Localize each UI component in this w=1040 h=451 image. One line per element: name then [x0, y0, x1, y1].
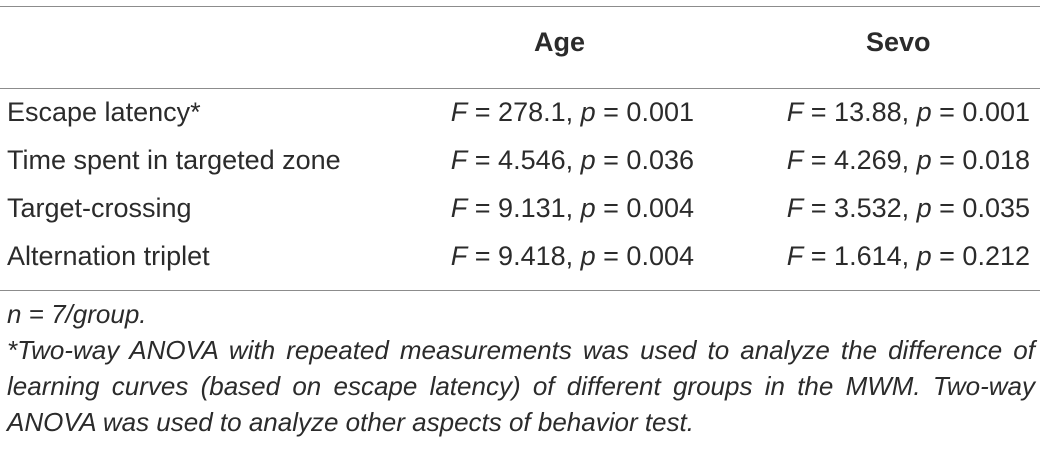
- p-value: = 0.004: [595, 193, 694, 223]
- p-symbol: p: [580, 241, 596, 271]
- f-symbol: F: [450, 145, 468, 175]
- row-label: Escape latency*: [7, 97, 201, 127]
- p-symbol: p: [580, 145, 596, 175]
- p-value: = 0.018: [931, 145, 1030, 175]
- f-value: = 4.269,: [803, 145, 917, 175]
- f-value: = 9.418,: [467, 241, 581, 271]
- p-value: = 0.036: [595, 145, 694, 175]
- sevo-cell: F = 3.532, p = 0.035: [787, 188, 1030, 228]
- p-symbol: p: [580, 97, 596, 127]
- f-symbol: F: [786, 193, 804, 223]
- f-value: = 9.131,: [467, 193, 581, 223]
- sevo-cell: F = 13.88, p = 0.001: [787, 92, 1030, 132]
- table-top-rule: [0, 6, 1040, 7]
- table-row: Time spent in targeted zone F = 4.546, p…: [0, 140, 1040, 188]
- p-value: = 0.035: [931, 193, 1030, 223]
- f-value: = 278.1,: [467, 97, 581, 127]
- p-value: = 0.212: [931, 241, 1030, 271]
- f-value: = 4.546,: [467, 145, 581, 175]
- age-cell: F = 9.418, p = 0.004: [451, 236, 694, 276]
- footnote-statistics: *Two-way ANOVA with repeated measurement…: [7, 335, 1035, 437]
- table-footnotes: n = 7/group. *Two-way ANOVA with repeate…: [7, 296, 1035, 440]
- p-value: = 0.001: [595, 97, 694, 127]
- age-cell: F = 9.131, p = 0.004: [451, 188, 694, 228]
- f-symbol: F: [450, 97, 468, 127]
- sevo-cell: F = 4.269, p = 0.018: [787, 140, 1030, 180]
- f-value: = 13.88,: [803, 97, 917, 127]
- sevo-cell: F = 1.614, p = 0.212: [787, 236, 1030, 276]
- p-value: = 0.001: [931, 97, 1030, 127]
- column-header-age: Age: [534, 27, 586, 57]
- p-value: = 0.004: [595, 241, 694, 271]
- table-row: Alternation triplet F = 9.418, p = 0.004…: [0, 236, 1040, 284]
- f-symbol: F: [786, 145, 804, 175]
- f-symbol: F: [786, 97, 804, 127]
- f-value: = 1.614,: [803, 241, 917, 271]
- p-symbol: p: [916, 241, 932, 271]
- table-bottom-rule: [0, 290, 1040, 291]
- row-label: Alternation triplet: [7, 241, 210, 271]
- footnote-sample-size: n = 7/group.: [7, 299, 147, 329]
- table-header-rule: [0, 88, 1040, 89]
- p-symbol: p: [916, 145, 932, 175]
- f-symbol: F: [450, 193, 468, 223]
- age-cell: F = 278.1, p = 0.001: [451, 92, 694, 132]
- row-label: Target-crossing: [7, 193, 192, 223]
- table-header-row: Age Sevo: [0, 18, 1040, 68]
- f-value: = 3.532,: [803, 193, 917, 223]
- table-row: Target-crossing F = 9.131, p = 0.004 F =…: [0, 188, 1040, 236]
- f-symbol: F: [786, 241, 804, 271]
- age-cell: F = 4.546, p = 0.036: [451, 140, 694, 180]
- f-symbol: F: [450, 241, 468, 271]
- column-header-sevo: Sevo: [866, 27, 931, 57]
- p-symbol: p: [580, 193, 596, 223]
- table-body: Escape latency* F = 278.1, p = 0.001 F =…: [0, 92, 1040, 284]
- row-label: Time spent in targeted zone: [7, 145, 341, 175]
- p-symbol: p: [916, 97, 932, 127]
- p-symbol: p: [916, 193, 932, 223]
- table-row: Escape latency* F = 278.1, p = 0.001 F =…: [0, 92, 1040, 140]
